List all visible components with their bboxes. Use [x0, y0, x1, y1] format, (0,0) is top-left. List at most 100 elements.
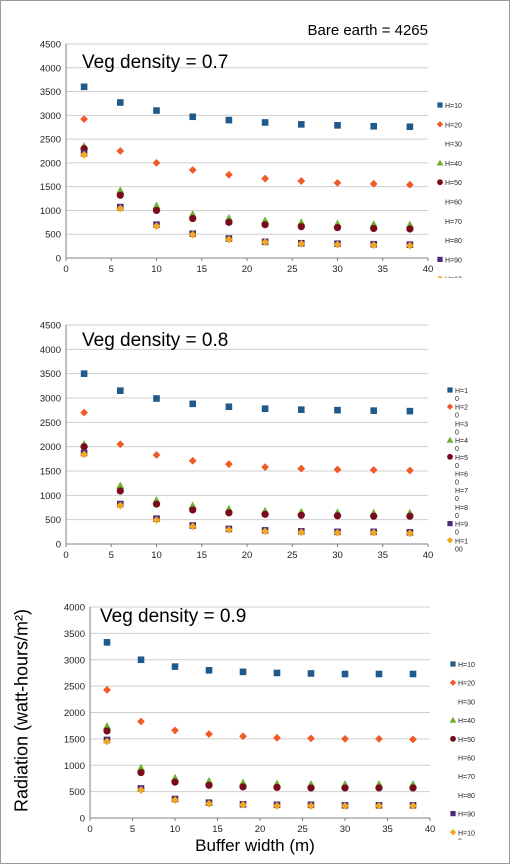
data-point-h-20	[188, 456, 197, 465]
legend-label: H=8	[455, 505, 468, 512]
data-point-h-100	[307, 801, 315, 810]
x-tick-label: 0	[63, 264, 68, 275]
y-tick-label: 4000	[64, 603, 85, 614]
legend-marker	[437, 179, 443, 186]
data-point-h-10	[341, 670, 349, 678]
data-point-h-50	[116, 191, 124, 199]
data-point-h-20	[225, 460, 233, 469]
data-point-h-20	[137, 717, 145, 726]
data-point-h-50	[341, 784, 349, 792]
data-point-h-100	[225, 235, 233, 244]
legend-label: 0	[455, 530, 459, 537]
y-tick-label: 2500	[40, 418, 61, 429]
data-point-h-10	[375, 670, 383, 678]
data-point-h-100	[152, 516, 161, 525]
data-point-h-20	[297, 177, 306, 185]
data-point-h-20	[152, 158, 161, 167]
x-tick-label: 5	[109, 550, 114, 561]
data-point-h-10	[205, 667, 213, 674]
legend-label: H=70	[458, 774, 475, 781]
data-point-h-10	[189, 113, 196, 121]
y-tick-label: 3000	[40, 111, 61, 122]
data-point-h-100	[188, 230, 197, 239]
data-point-h-20	[307, 734, 315, 743]
y-tick-label: 2000	[64, 708, 85, 719]
y-tick-label: 3500	[40, 369, 61, 380]
data-point-h-50	[273, 783, 281, 792]
legend-marker	[446, 537, 454, 544]
y-tick-label: 500	[45, 230, 61, 241]
y-tick-label: 1000	[40, 491, 61, 502]
x-tick-label: 0	[87, 824, 92, 835]
data-point-h-50	[152, 500, 161, 508]
data-point-h-10	[171, 663, 179, 670]
y-tick-label: 3500	[40, 87, 61, 98]
legend-label: H=10	[458, 662, 475, 669]
legend-marker	[450, 735, 456, 742]
y-tick-label: 0	[56, 254, 61, 265]
data-point-h-40	[116, 481, 125, 489]
legend-label: H=1	[455, 388, 468, 395]
legend-label: 0	[455, 396, 459, 403]
legend-label: H=2	[455, 405, 468, 412]
x-tick-label: 20	[242, 264, 253, 275]
data-point-h-10	[409, 670, 417, 678]
data-point-h-10	[239, 668, 247, 676]
x-tick-label: 15	[212, 824, 223, 835]
legend-label: H=40	[458, 718, 475, 725]
data-point-h-20	[80, 115, 88, 124]
y-tick-label: 1500	[64, 734, 85, 745]
data-point-h-20	[188, 166, 197, 174]
legend-label: H=50	[445, 180, 462, 187]
data-point-h-50	[189, 214, 197, 223]
data-point-h-50	[80, 443, 88, 451]
legend-marker	[447, 521, 453, 527]
x-tick-label: 5	[109, 264, 114, 275]
data-point-h-10	[117, 99, 124, 106]
data-point-h-50	[261, 221, 269, 229]
x-tick-label: 30	[332, 264, 343, 275]
data-point-h-100	[116, 501, 125, 510]
data-point-h-50	[189, 506, 197, 514]
x-tick-label: 10	[151, 550, 162, 561]
legend-marker	[436, 159, 444, 166]
legend-label: H=1	[455, 538, 468, 545]
data-point-h-50	[297, 223, 305, 231]
data-point-h-10	[273, 669, 281, 677]
y-tick-label: 0	[80, 814, 85, 825]
data-point-h-100	[297, 239, 306, 248]
legend-label: 0	[458, 838, 462, 840]
data-point-h-20	[369, 466, 378, 474]
y-tick-label: 500	[69, 787, 85, 798]
data-point-h-50	[297, 511, 305, 519]
legend-label: H=90	[458, 812, 475, 819]
x-tick-label: 35	[382, 824, 393, 835]
x-tick-label: 0	[63, 550, 68, 561]
data-point-h-20	[80, 408, 88, 417]
legend-label: H=80	[445, 238, 462, 245]
data-point-h-20	[116, 440, 125, 449]
legend-label: H=10	[445, 103, 462, 110]
data-point-h-100	[369, 528, 378, 537]
data-point-h-10	[103, 639, 111, 646]
legend-label: H=10	[445, 277, 462, 278]
data-point-h-20	[333, 178, 342, 187]
legend-label: H=5	[455, 455, 468, 462]
data-point-h-100	[273, 801, 281, 810]
data-point-h-50	[225, 218, 233, 226]
data-point-h-10	[189, 400, 196, 408]
x-tick-label: 25	[287, 550, 298, 561]
data-point-h-10	[261, 405, 269, 413]
y-tick-label: 500	[45, 515, 61, 526]
y-tick-label: 2500	[40, 135, 61, 146]
data-point-h-50	[152, 206, 161, 215]
y-tick-label: 3000	[64, 655, 85, 666]
data-point-h-100	[171, 796, 179, 804]
y-tick-label: 2000	[40, 442, 61, 453]
data-point-h-10	[225, 116, 233, 124]
legend-marker	[450, 811, 456, 817]
data-point-h-50	[370, 224, 378, 233]
data-point-h-100	[205, 799, 213, 808]
data-point-h-10	[225, 403, 233, 411]
